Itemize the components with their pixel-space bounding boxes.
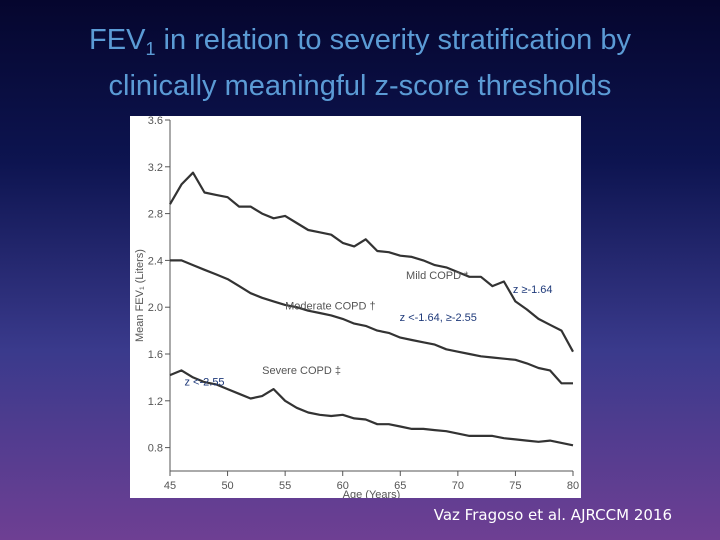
threshold-label: z <-1.64, ≥-2.55 [400, 312, 477, 324]
x-tick-label: 70 [452, 480, 464, 492]
series-name-label: Moderate COPD † [285, 301, 375, 313]
title-part2: in relation to severity stratification b… [155, 24, 631, 56]
x-tick-label: 65 [394, 480, 406, 492]
title-line2: clinically meaningful z-score thresholds [108, 70, 612, 102]
y-tick-label: 2.0 [148, 302, 163, 314]
x-tick-label: 50 [221, 480, 233, 492]
citation: Vaz Fragoso et al. AJRCCM 2016 [433, 506, 672, 524]
series-name-label: Severe COPD ‡ [262, 365, 341, 377]
x-tick-label: 75 [509, 480, 521, 492]
y-tick-label: 0.8 [148, 443, 163, 455]
x-tick-label: 55 [279, 480, 291, 492]
chart-panel: 3.6 3.2 2.8 2.4 2.0 1.6 1.2 0.8 45 50 55 60 65 70 75 80… [130, 115, 581, 501]
title-part1: FEV [89, 24, 146, 56]
threshold-label: z <-2.55 [185, 377, 225, 389]
y-tick-label: 2.4 [148, 255, 163, 267]
x-tick-label: 80 [567, 480, 579, 492]
x-tick-label: 45 [164, 480, 176, 492]
y-tick-label: 3.6 [148, 116, 163, 127]
fev1-line-chart: 3.6 3.2 2.8 2.4 2.0 1.6 1.2 0.8 45 50 55 60 65 70 75 80… [134, 115, 579, 501]
y-tick-label: 2.8 [148, 209, 163, 221]
slide-title: FEV1 in relation to severity stratificat… [0, 22, 720, 105]
chart-series [169, 171, 574, 447]
series-line-1 [170, 259, 573, 385]
y-tick-label: 1.6 [148, 349, 163, 361]
threshold-label: z ≥-1.64 [513, 284, 553, 296]
chart-axes: 3.6 3.2 2.8 2.4 2.0 1.6 1.2 0.8 45 50 55 60 65 70 75 80… [134, 115, 579, 501]
series-line-2 [169, 369, 574, 447]
series-line-0 [169, 171, 574, 353]
x-tick-label: 60 [337, 480, 349, 492]
y-axis-label: Mean FEV₁ (Liters) [134, 249, 146, 342]
chart-labels: Mild COPD * z ≥-1.64 Moderate COPD † z <-1.… [185, 270, 553, 388]
title-subscript: 1 [145, 39, 156, 59]
series-name-label: Mild COPD * [406, 270, 469, 282]
x-axis-label: Age (Years) [343, 489, 401, 498]
y-tick-label: 1.2 [148, 396, 163, 408]
y-tick-label: 3.2 [148, 162, 163, 174]
